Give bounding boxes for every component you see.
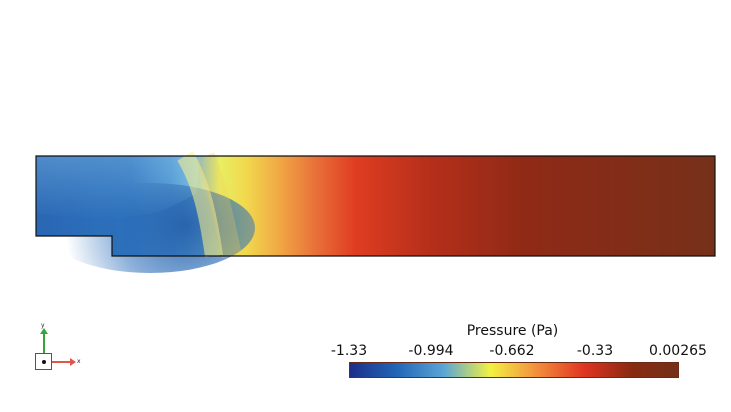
- x-axis-arrow-icon: [70, 358, 76, 366]
- colorbar-tick-4: -0.33: [576, 343, 614, 359]
- x-axis-label: x: [77, 358, 81, 365]
- colorbar-tick-3: -0.662: [489, 343, 535, 359]
- pressure-colorbar: Pressure (Pa) -1.33 -0.994 -0.662 -0.33 …: [320, 322, 720, 382]
- colorbar-title: Pressure (Pa): [466, 323, 559, 339]
- y-axis-arrow-icon: [40, 328, 48, 334]
- y-axis-arrow-line: [43, 332, 45, 353]
- x-axis-arrow-line: [52, 361, 71, 363]
- colorbar-tick-5: 0.00265: [649, 343, 707, 359]
- colorbar-tick-2: -0.994: [408, 343, 454, 359]
- colorbar-gradient: [349, 362, 679, 378]
- pressure-field: [35, 151, 716, 273]
- view-center-box: [35, 353, 52, 370]
- view-center-dot-icon: [42, 360, 46, 364]
- axis-triad: y x: [30, 322, 90, 374]
- colorbar-tick-1: -1.33: [330, 343, 368, 359]
- y-axis-label: y: [41, 322, 45, 329]
